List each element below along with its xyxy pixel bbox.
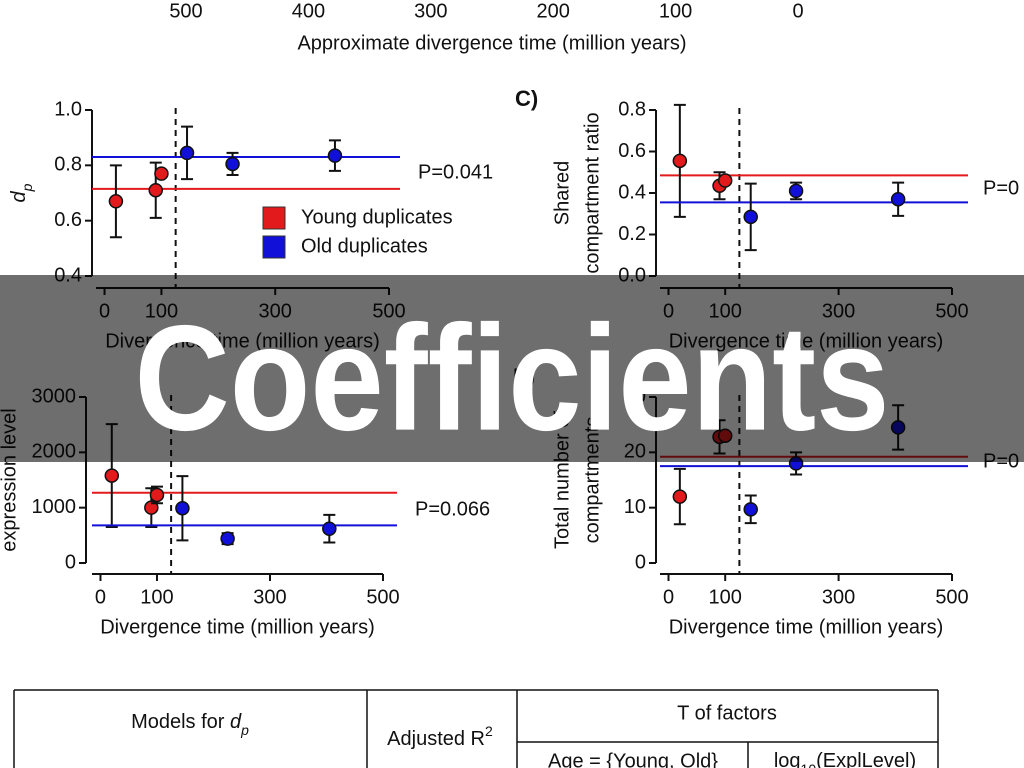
data-point [220, 531, 235, 546]
data-point [175, 500, 190, 516]
y-tick-label: 0 [65, 551, 76, 573]
x-tick-label: 300 [253, 586, 286, 608]
y-tick-label: 0.4 [618, 181, 646, 203]
x-tick-label: 0 [95, 586, 106, 608]
header-text: 10 [801, 761, 817, 768]
x-tick-label: 400 [292, 0, 325, 22]
table: Models for dp Adjusted R2 T of factors A… [13, 689, 939, 768]
p-value: P=0.041 [418, 161, 493, 183]
y-axis-label: compartment ratio [581, 112, 603, 273]
y-tick-label: 0 [635, 551, 646, 573]
data-point [322, 521, 337, 536]
y-tick-label: 10 [624, 496, 646, 518]
table-subheader: log10(ExplLevel) [774, 750, 916, 768]
legend-label: Old duplicates [301, 235, 428, 257]
table-header: Adjusted R2 [387, 723, 493, 751]
data-point [788, 183, 804, 199]
x-axis-label: Divergence time (million years) [669, 616, 944, 638]
p-value: P=0 [983, 177, 1019, 199]
x-tick-label: 500 [935, 586, 968, 608]
y-axis-label: dp [8, 183, 34, 202]
header-text: d [230, 711, 242, 733]
data-point [149, 487, 165, 503]
data-point [108, 194, 124, 209]
legend-swatch [262, 206, 286, 230]
x-tick-label: 100 [709, 586, 742, 608]
y-axis-label-part: d [8, 190, 30, 202]
data-point [154, 166, 169, 181]
x-tick-label: 500 [366, 586, 399, 608]
x-tick-label: 500 [169, 0, 202, 22]
x-tick-label: 0 [663, 586, 674, 608]
table-subheader: Age = {Young, Old} [548, 750, 718, 768]
y-axis-label-part: p [19, 183, 35, 192]
x-tick-label: 0 [792, 0, 803, 22]
panel-label: C) [515, 86, 538, 111]
y-tick-label: 0.8 [618, 98, 646, 120]
table-header: Models for dp [131, 711, 249, 737]
y-tick-label: 0.8 [54, 154, 82, 176]
data-point [148, 182, 163, 198]
data-point [743, 209, 758, 225]
y-tick-label: 1.0 [54, 98, 82, 120]
data-point [743, 502, 758, 517]
x-tick-label: 100 [659, 0, 692, 22]
header-text: 2 [485, 723, 493, 739]
header-text: (ExplLevel) [816, 750, 916, 768]
data-point [327, 148, 343, 163]
title-banner [0, 275, 1024, 462]
data-point [717, 173, 733, 188]
y-tick-label: 0.6 [54, 209, 82, 231]
y-tick-label: 0.2 [618, 223, 646, 245]
data-point [672, 153, 688, 169]
legend-label: Young duplicates [301, 206, 453, 228]
table-header: T of factors [677, 702, 777, 724]
data-point [672, 489, 688, 504]
data-point [144, 500, 159, 515]
x-axis-label: Approximate divergence time (million yea… [297, 32, 686, 54]
header-text: Adjusted R [387, 728, 485, 750]
x-tick-label: 300 [414, 0, 447, 22]
y-tick-label: 1000 [32, 496, 77, 518]
y-tick-label: 0.6 [618, 140, 646, 162]
x-tick-label: 300 [822, 586, 855, 608]
p-value: P=0.066 [415, 498, 490, 520]
x-tick-label: 100 [140, 586, 173, 608]
data-point [104, 468, 120, 483]
header-text: log [774, 750, 801, 768]
x-axis-label: Divergence time (million years) [100, 616, 375, 638]
y-axis-label: Shared [551, 161, 573, 226]
data-point [225, 156, 240, 172]
data-point [179, 145, 195, 161]
slide-title: Coefficients [135, 294, 890, 462]
header-text: p [240, 722, 249, 738]
legend-swatch [262, 235, 286, 259]
x-tick-label: 200 [537, 0, 570, 22]
data-point [890, 191, 906, 207]
header-text: Models for [131, 711, 230, 733]
